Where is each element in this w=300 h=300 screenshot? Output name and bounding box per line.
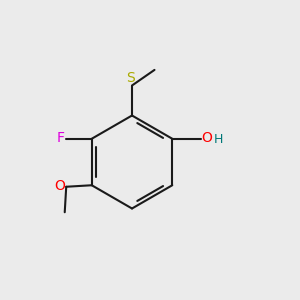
Text: H: H — [213, 133, 223, 146]
Text: O: O — [55, 178, 65, 193]
Text: S: S — [126, 70, 135, 85]
Text: O: O — [202, 130, 212, 145]
Text: F: F — [57, 131, 65, 145]
